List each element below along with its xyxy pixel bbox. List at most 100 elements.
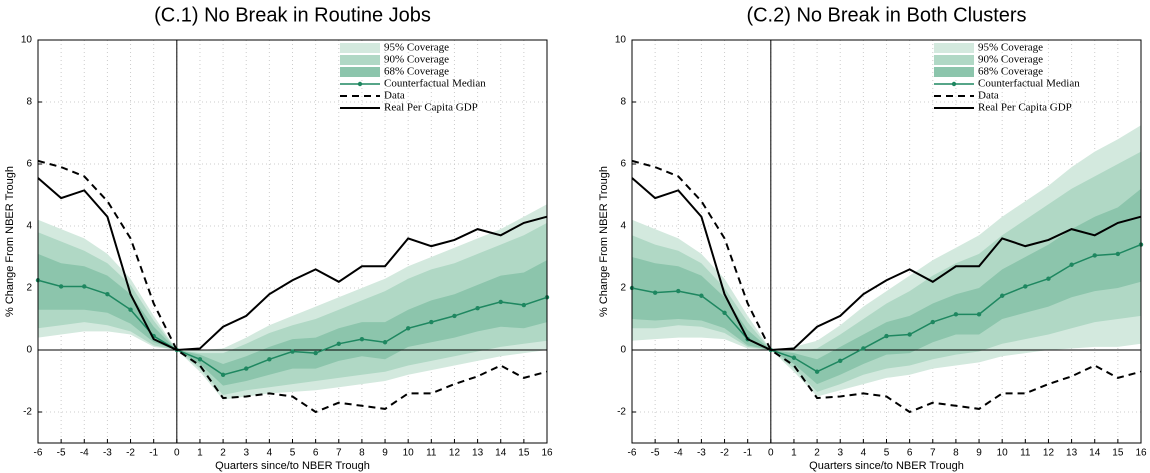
median-point xyxy=(313,350,318,356)
x-tick-label: -3 xyxy=(697,448,706,459)
x-tick-label: 4 xyxy=(267,448,273,459)
x-tick-label: 0 xyxy=(174,448,180,459)
y-tick-label: 0 xyxy=(620,345,626,356)
chart-title: (C.2) No Break in Both Clusters xyxy=(746,4,1026,26)
median-point xyxy=(999,293,1005,298)
legend-label: Data xyxy=(978,90,999,102)
x-tick-label: -2 xyxy=(126,448,135,459)
y-tick-label: -2 xyxy=(617,407,626,418)
median-point xyxy=(1115,251,1121,257)
x-tick-label: -5 xyxy=(57,448,66,459)
y-tick-label: 4 xyxy=(26,221,32,232)
median-point xyxy=(58,284,64,289)
y-tick-label: 2 xyxy=(620,283,626,294)
median-point xyxy=(699,293,704,298)
median-point xyxy=(498,299,503,305)
x-tick-label: -4 xyxy=(674,448,683,459)
legend-label: Data xyxy=(384,90,405,102)
y-tick-label: 2 xyxy=(26,283,32,294)
median-point xyxy=(452,313,457,319)
median-point xyxy=(475,305,480,311)
median-point xyxy=(220,372,226,377)
x-tick-label: 12 xyxy=(1043,448,1055,459)
legend-swatch xyxy=(934,43,974,53)
x-tick-label: 8 xyxy=(953,448,959,459)
y-tick-label: 6 xyxy=(620,159,626,170)
median-point xyxy=(429,319,434,325)
y-tick-label: 10 xyxy=(21,35,33,46)
median-point xyxy=(791,355,797,360)
x-tick-label: -4 xyxy=(80,448,89,459)
median-point xyxy=(1046,276,1051,281)
y-tick-label: 8 xyxy=(26,97,32,108)
x-tick-label: 8 xyxy=(359,448,365,459)
plot-frame xyxy=(631,39,1142,444)
coverage-band xyxy=(38,222,547,395)
x-tick-label: 7 xyxy=(930,448,936,459)
x-tick-label: 4 xyxy=(861,448,867,459)
y-axis-label: % Change From NBER Trough xyxy=(598,166,610,317)
x-tick-label: 2 xyxy=(814,448,820,459)
y-axis-label: % Change From NBER Trough xyxy=(4,166,16,317)
legend-label: 95% Coverage xyxy=(384,42,449,54)
series-line xyxy=(37,177,548,352)
x-tick-label: 6 xyxy=(313,448,319,459)
median-point xyxy=(907,332,912,337)
median-point xyxy=(405,326,411,331)
x-tick-label: 15 xyxy=(518,448,530,459)
legend-swatch xyxy=(340,67,380,77)
series-line xyxy=(37,159,548,414)
x-tick-label: 7 xyxy=(336,448,342,459)
median-point xyxy=(521,302,527,308)
median-point xyxy=(359,336,365,342)
legend-swatch xyxy=(934,67,974,77)
median-point xyxy=(976,312,982,317)
y-tick-label: 8 xyxy=(620,97,626,108)
x-tick-label: -3 xyxy=(103,448,112,459)
median-point xyxy=(1069,262,1074,267)
x-tick-label: 13 xyxy=(1066,448,1078,459)
x-axis-label: Quarters since/to NBER Trough xyxy=(215,460,370,472)
median-point xyxy=(861,346,866,351)
legend-swatch xyxy=(340,43,380,53)
x-tick-label: 0 xyxy=(768,448,774,459)
x-tick-label: 15 xyxy=(1112,448,1124,459)
legend-swatch xyxy=(934,55,974,65)
x-tick-label: 5 xyxy=(290,448,296,459)
x-tick-label: 1 xyxy=(197,448,203,459)
legend-swatch xyxy=(340,55,380,65)
median-point xyxy=(290,349,295,354)
x-tick-label: 13 xyxy=(472,448,484,459)
x-tick-label: 10 xyxy=(997,448,1009,459)
y-tick-label: -2 xyxy=(23,407,32,418)
x-tick-label: 3 xyxy=(837,448,843,459)
legend-label: 90% Coverage xyxy=(384,54,449,66)
median-point xyxy=(652,290,658,295)
legend-marker xyxy=(357,81,363,87)
median-point xyxy=(128,307,133,312)
series-line xyxy=(631,177,1142,352)
y-tick-label: 4 xyxy=(620,221,626,232)
x-tick-label: 1 xyxy=(791,448,797,459)
median-point xyxy=(267,357,272,362)
median-point xyxy=(814,369,820,374)
legend-label: Counterfactual Median xyxy=(978,78,1080,90)
legend-label: 68% Coverage xyxy=(384,66,449,78)
x-tick-label: 9 xyxy=(976,448,982,459)
median-point xyxy=(105,292,110,297)
x-tick-label: 14 xyxy=(1089,448,1101,459)
median-point xyxy=(197,357,203,362)
x-tick-label: 16 xyxy=(1135,448,1147,459)
x-tick-label: 11 xyxy=(426,448,437,459)
median-point xyxy=(336,341,341,346)
x-tick-label: 9 xyxy=(382,448,388,459)
x-tick-label: 5 xyxy=(884,448,890,459)
median-point xyxy=(930,319,935,325)
x-tick-label: 12 xyxy=(449,448,461,459)
legend-label: Counterfactual Median xyxy=(384,78,486,90)
x-tick-label: 16 xyxy=(541,448,553,459)
legend-label: Real Per Capita GDP xyxy=(384,102,478,114)
x-tick-label: -2 xyxy=(720,448,729,459)
median-point xyxy=(82,284,87,289)
